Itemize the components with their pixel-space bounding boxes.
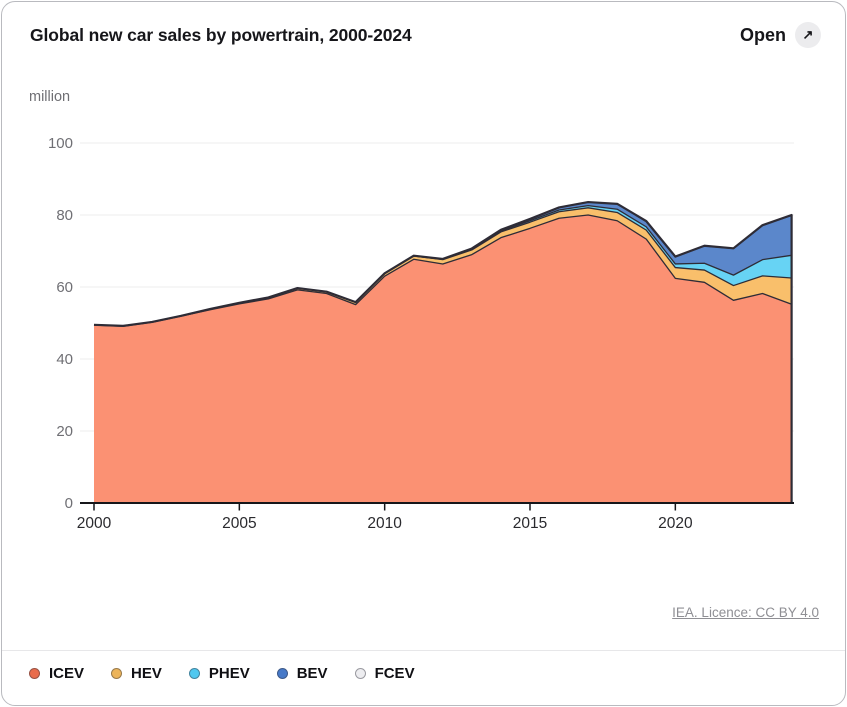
chart-canvas: 2000 2005 2010 2015 2020 0 20 40 60 80 100 xyxy=(48,135,794,532)
licence-link[interactable]: IEA. Licence: CC BY 4.0 xyxy=(672,605,819,620)
open-button-label: Open xyxy=(739,24,786,45)
svg-text:40: 40 xyxy=(56,351,73,368)
legend-item-bev[interactable]: BEV xyxy=(276,665,328,682)
legend-label: PHEV xyxy=(208,665,250,682)
open-button[interactable]: Open ↗ xyxy=(738,20,823,50)
legend-item-hev[interactable]: HEV xyxy=(111,665,162,682)
svg-text:60: 60 xyxy=(56,279,73,296)
fcev-dot-icon xyxy=(354,668,366,679)
hev-dot-icon xyxy=(111,668,123,679)
svg-text:2015: 2015 xyxy=(513,515,547,532)
icev-dot-icon xyxy=(29,668,40,679)
svg-text:20: 20 xyxy=(56,423,73,440)
bev-dot-icon xyxy=(276,668,288,679)
svg-text:100: 100 xyxy=(48,135,73,152)
svg-text:2010: 2010 xyxy=(367,515,402,532)
svg-text:0: 0 xyxy=(65,495,73,512)
page-title: Global new car sales by powertrain, 2000… xyxy=(30,25,412,45)
svg-text:2000: 2000 xyxy=(77,515,112,532)
legend-label: ICEV xyxy=(49,665,85,682)
legend-item-phev[interactable]: PHEV xyxy=(188,665,250,682)
legend-label: BEV xyxy=(296,665,328,682)
svg-text:80: 80 xyxy=(56,207,73,224)
phev-dot-icon xyxy=(188,668,200,679)
legend-item-icev[interactable]: ICEV xyxy=(29,665,84,682)
external-link-icon: ↗ xyxy=(795,22,821,48)
legend-label: FCEV xyxy=(374,665,415,682)
legend-item-fcev[interactable]: FCEV xyxy=(354,665,415,682)
svg-text:2005: 2005 xyxy=(222,515,256,532)
legend-label: HEV xyxy=(131,665,162,682)
y-axis-unit-label: million xyxy=(29,89,71,105)
svg-text:2020: 2020 xyxy=(658,515,693,532)
chart-legend: ICEV HEV PHEV BEV FCEV xyxy=(29,665,415,682)
legend-divider xyxy=(2,650,845,651)
